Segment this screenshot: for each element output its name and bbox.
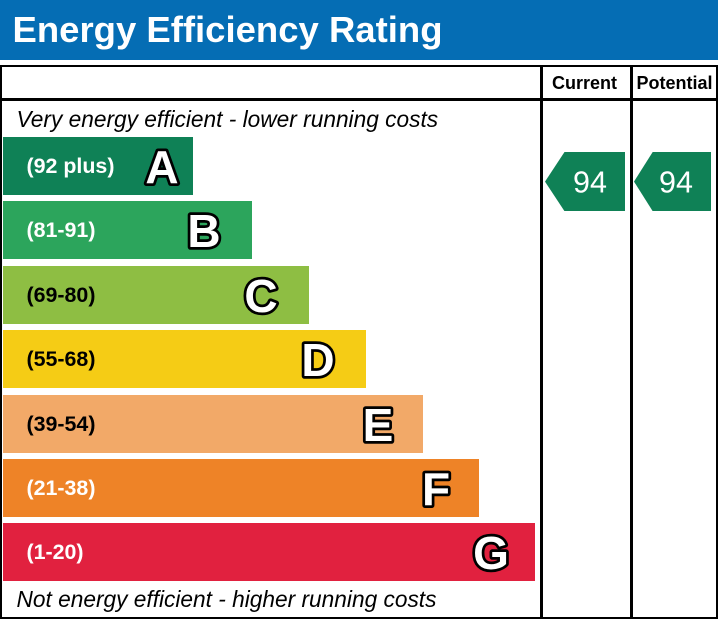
svg-text:94: 94	[573, 165, 607, 199]
svg-text:G: G	[473, 527, 509, 579]
svg-text:A: A	[145, 141, 178, 193]
svg-text:C: C	[244, 270, 277, 322]
svg-text:E: E	[363, 399, 394, 451]
svg-text:D: D	[301, 334, 334, 386]
svg-text:94: 94	[659, 165, 693, 199]
svg-text:B: B	[187, 205, 220, 257]
svg-text:F: F	[422, 463, 450, 515]
